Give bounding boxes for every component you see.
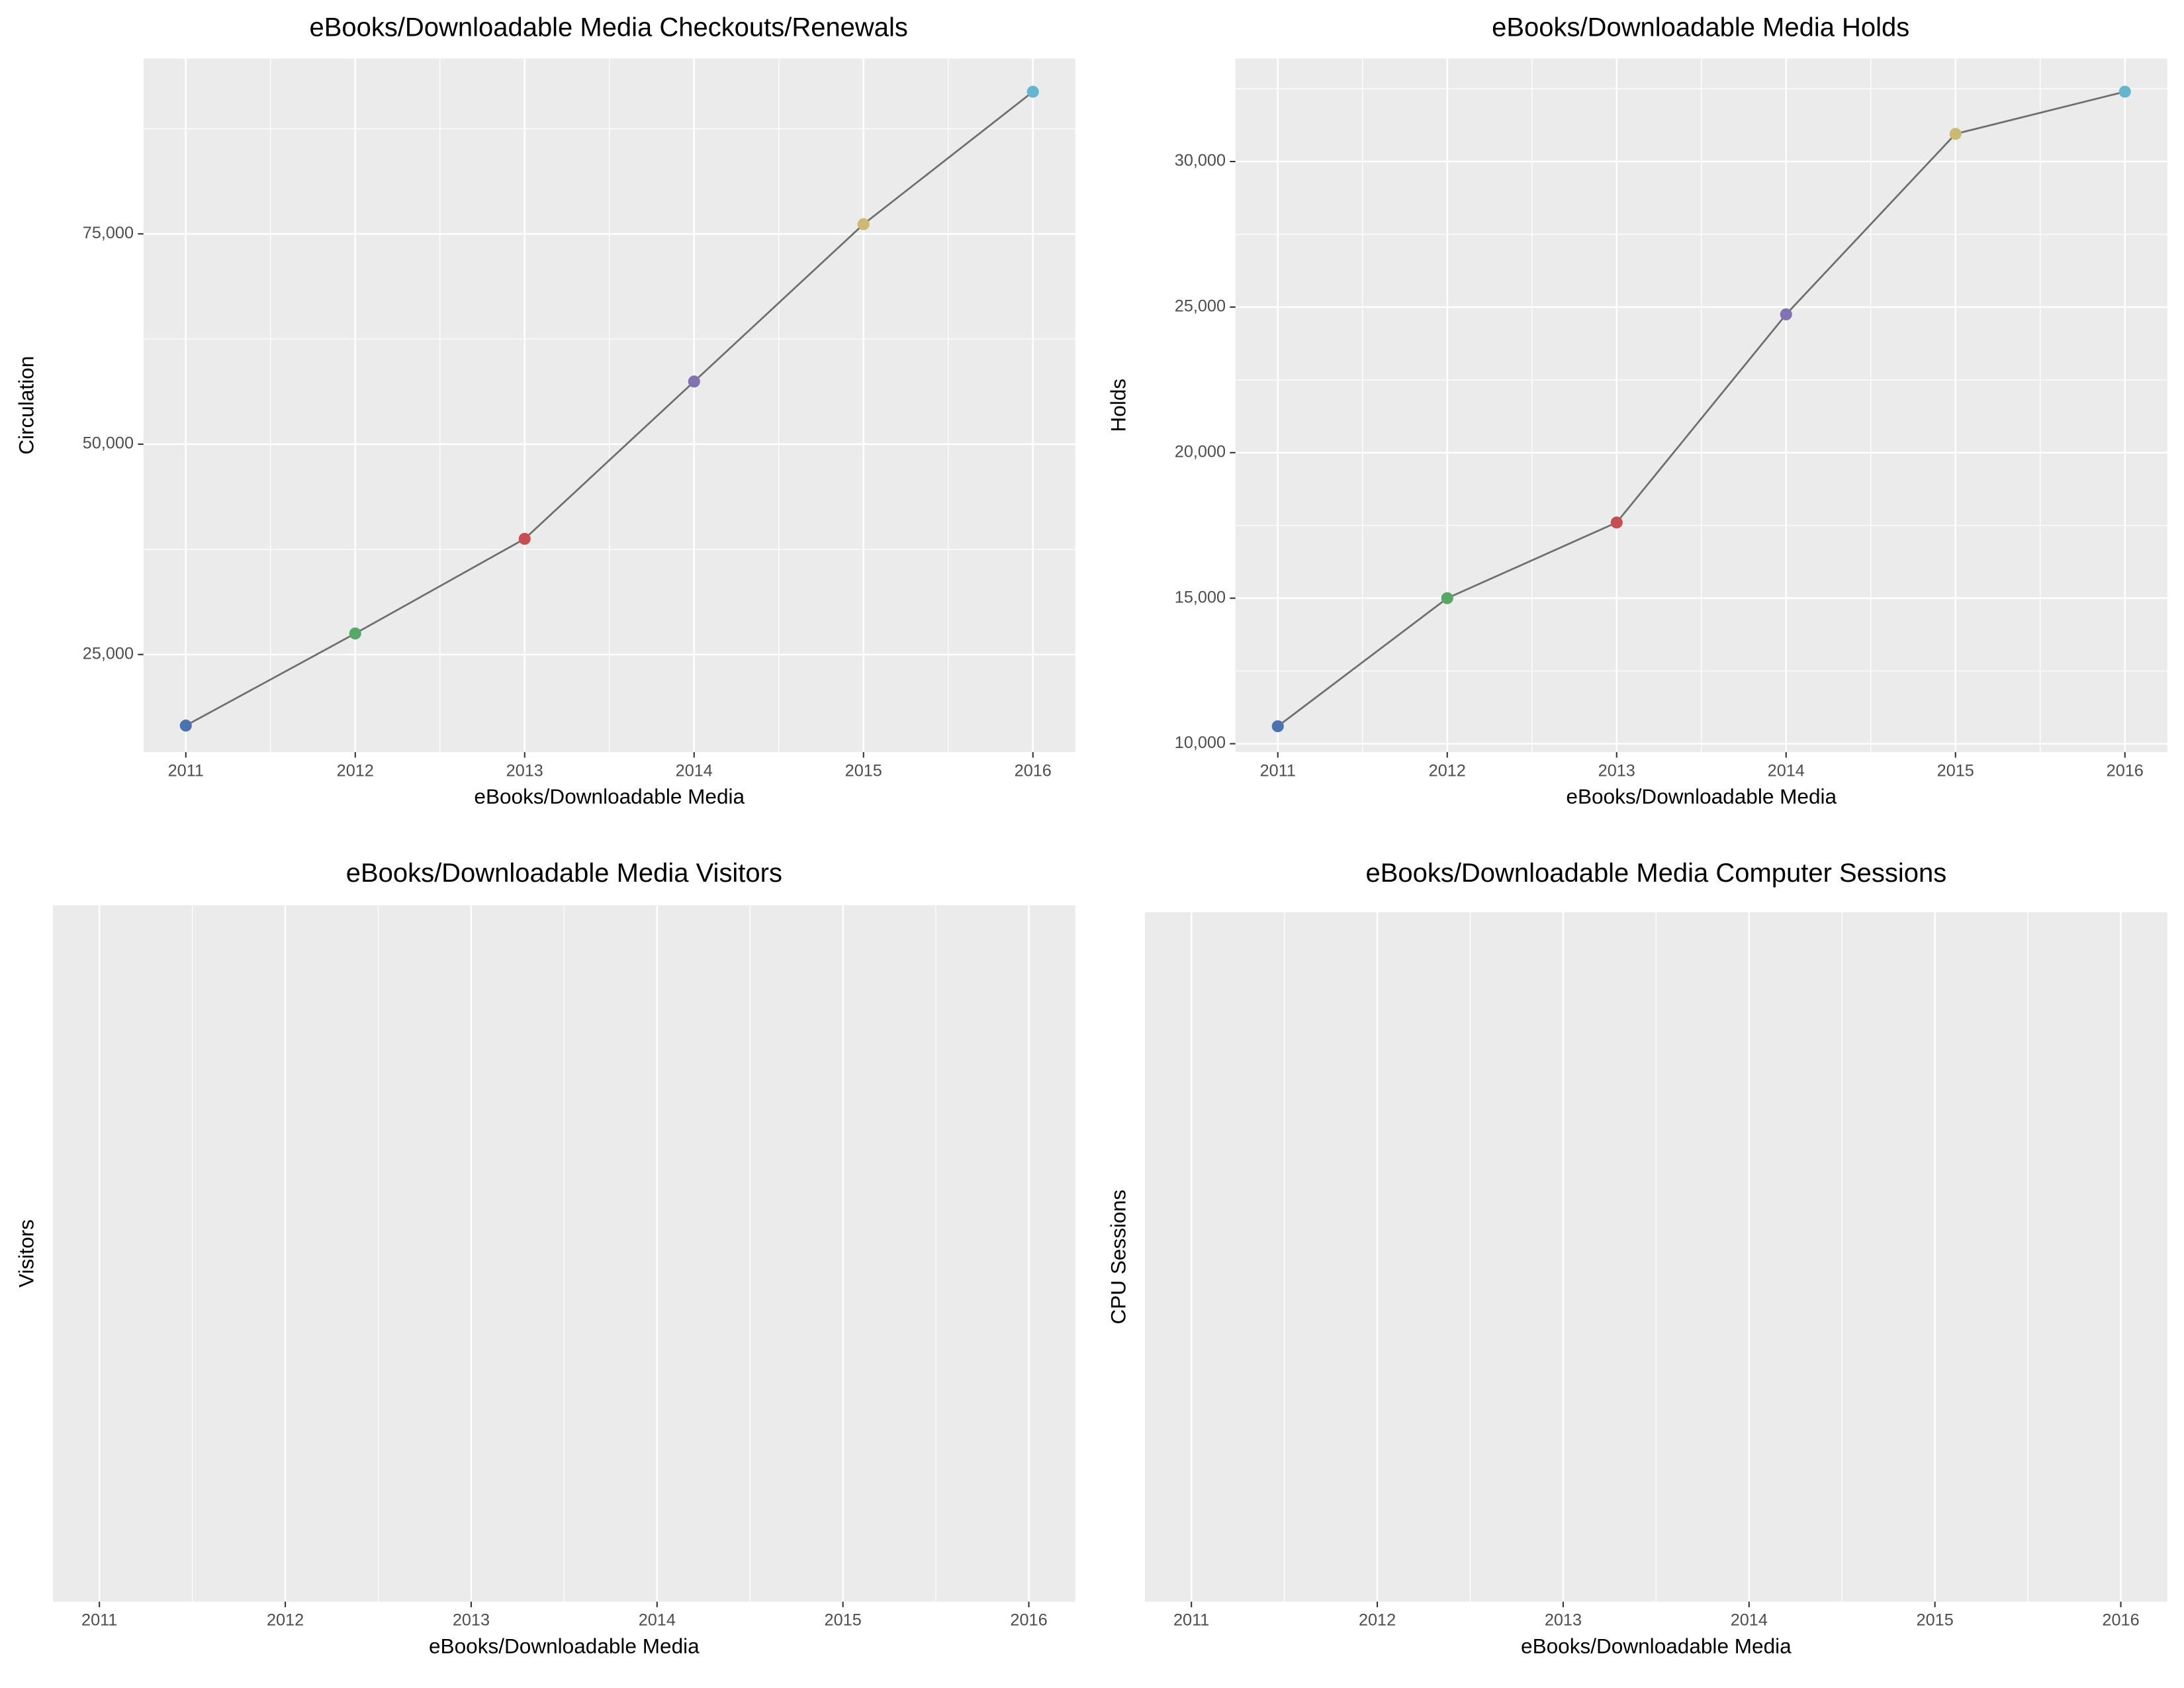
x-tick-label: 2013 [1545,1611,1582,1630]
x-tick-label: 2013 [453,1611,490,1630]
x-axis-title: eBooks/Downloadable Media [1566,784,1837,808]
x-axis-title: eBooks/Downloadable Media [1521,1634,1792,1658]
y-tick-label: 20,000 [1175,442,1226,461]
x-tick-label: 2014 [676,761,713,780]
data-point [857,218,870,230]
data-point [1949,128,1962,140]
y-tick-label: 50,000 [83,434,134,453]
y-tick-label: 25,000 [1175,297,1226,316]
data-point [1271,720,1284,733]
chart-title: eBooks/Downloadable Media Computer Sessi… [1366,859,1947,888]
data-point [518,532,531,545]
data-point [1610,516,1623,529]
data-line [1277,91,2126,727]
y-axis-title: Circulation [14,356,38,455]
x-tick-label: 2013 [506,761,543,780]
y-axis-title: CPU Sessions [1106,1190,1130,1324]
chart-title: eBooks/Downloadable Media Holds [1492,13,1909,42]
y-tick-label: 15,000 [1175,588,1226,606]
x-tick-label: 2015 [1917,1611,1954,1630]
x-tick-label: 2011 [1260,761,1296,780]
x-tick-label: 2016 [1015,761,1052,780]
data-point [179,720,192,732]
data-point [1026,85,1039,98]
x-tick-label: 2012 [1429,761,1466,780]
data-line [185,91,1034,727]
data-point [349,627,361,640]
y-tick-label: 30,000 [1175,152,1226,170]
data-point [1780,308,1792,320]
x-tick-label: 2016 [2102,1611,2139,1630]
x-tick-label: 2011 [81,1611,117,1630]
x-tick-label: 2011 [168,761,204,780]
y-axis-title: Visitors [14,1219,38,1288]
x-tick-label: 2015 [845,761,882,780]
x-tick-label: 2011 [1173,1611,1209,1630]
x-tick-label: 2014 [639,1611,676,1630]
x-tick-label: 2013 [1598,761,1635,780]
y-tick-label: 75,000 [83,224,134,242]
x-tick-label: 2012 [267,1611,304,1630]
y-tick-label: 25,000 [83,644,134,663]
x-tick-label: 2014 [1768,761,1805,780]
x-axis-title: eBooks/Downloadable Media [429,1634,700,1658]
y-tick-label: 10,000 [1175,733,1226,752]
x-tick-label: 2014 [1731,1611,1768,1630]
x-tick-label: 2016 [2107,761,2144,780]
x-tick-label: 2015 [1937,761,1974,780]
x-tick-label: 2015 [825,1611,862,1630]
data-point [1441,592,1453,604]
data-point [688,375,700,388]
data-point [2118,85,2131,98]
chart-title: eBooks/Downloadable Media Visitors [346,859,782,888]
y-axis-title: Holds [1106,379,1130,432]
x-axis-title: eBooks/Downloadable Media [474,784,745,808]
x-tick-label: 2012 [1359,1611,1396,1630]
x-tick-label: 2016 [1010,1611,1047,1630]
x-tick-label: 2012 [337,761,374,780]
chart-title: eBooks/Downloadable Media Checkouts/Rene… [310,13,908,42]
